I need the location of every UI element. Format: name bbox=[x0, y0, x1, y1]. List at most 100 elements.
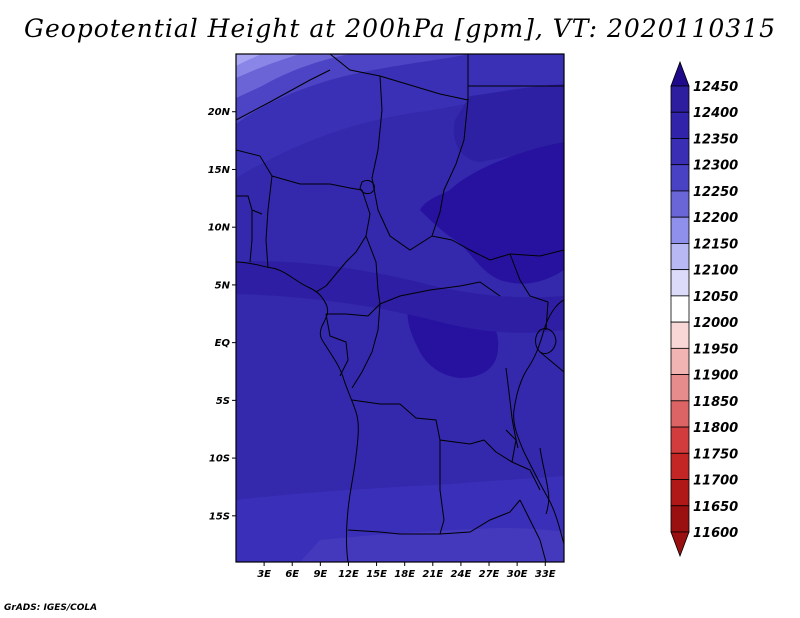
lon-tick-label: 9E bbox=[313, 569, 327, 580]
border-angola-zambia bbox=[439, 440, 445, 535]
lat-tick-label: 15S bbox=[209, 511, 230, 522]
colorbar-label: 11750 bbox=[693, 447, 738, 462]
colorbar-segment bbox=[670, 269, 690, 297]
border-algeria-niger bbox=[236, 69, 331, 121]
colorbar-label: 11650 bbox=[693, 500, 738, 515]
border-south-sudan-ethiopia bbox=[509, 253, 549, 303]
border-car-cameroon bbox=[365, 235, 381, 305]
border-car-drc bbox=[379, 281, 501, 305]
colorbar-label: 12450 bbox=[693, 80, 738, 95]
colorbar-segment bbox=[670, 374, 690, 402]
contour-band-12250 bbox=[236, 54, 470, 124]
colorbar-label: 11600 bbox=[693, 526, 738, 541]
border-nigeria-north bbox=[271, 175, 363, 191]
colorbar-segment bbox=[670, 479, 690, 507]
border-congo-drc bbox=[351, 303, 381, 389]
lat-tick-label: 10S bbox=[209, 454, 230, 465]
lat-tick-label: 5S bbox=[216, 396, 230, 407]
lon-tick-label: 12E bbox=[338, 569, 359, 580]
boundaries bbox=[236, 54, 564, 562]
lon-tick-label: 3E bbox=[257, 569, 271, 580]
border-mozambique bbox=[519, 499, 547, 562]
lon-tick-label: 15E bbox=[366, 569, 387, 580]
lon-tick-label: 18E bbox=[394, 569, 415, 580]
lon-tick-label: 33E bbox=[535, 569, 556, 580]
border-mali-niger bbox=[236, 149, 273, 177]
lon-tick-label: 30E bbox=[507, 569, 528, 580]
credit-label: GrADS: IGES/COLA bbox=[4, 603, 98, 613]
colorbar-segment bbox=[670, 505, 690, 533]
colorbar-segment bbox=[670, 85, 690, 113]
colorbar-label: 12050 bbox=[693, 290, 738, 305]
contour-band-12250-south bbox=[300, 528, 564, 562]
coastline-east-africa bbox=[513, 299, 564, 545]
border-chad-car bbox=[371, 177, 453, 251]
colorbar-segment bbox=[670, 347, 690, 375]
colorbar-label: 12150 bbox=[693, 237, 738, 252]
colorbar-segment bbox=[670, 111, 690, 139]
border-burkina-ghana bbox=[236, 195, 263, 215]
border-gabon-congo bbox=[325, 313, 349, 377]
border-tanzania-kenya bbox=[539, 351, 564, 373]
lon-tick-label: 21E bbox=[422, 569, 443, 580]
colorbar-label: 12200 bbox=[693, 211, 738, 226]
lon-tick-label: 27E bbox=[479, 569, 500, 580]
lon-tick-label: 24E bbox=[451, 569, 472, 580]
border-sudan-south-sudan bbox=[451, 239, 564, 261]
border-chad-sudan bbox=[431, 99, 469, 237]
colorbar-label: 12400 bbox=[693, 106, 738, 121]
colorbar-segment bbox=[670, 400, 690, 428]
border-drc-angola bbox=[351, 399, 485, 445]
lat-tick-label: 20N bbox=[208, 107, 231, 118]
colorbar-label: 12100 bbox=[693, 264, 738, 279]
colorbar-label: 11950 bbox=[693, 342, 738, 357]
colorbar-label: 11800 bbox=[693, 421, 738, 436]
colorbar-label: 12000 bbox=[693, 316, 738, 331]
colorbar-segment bbox=[670, 164, 690, 192]
border-niger-chad bbox=[371, 75, 383, 179]
contour-band-12100 bbox=[236, 54, 262, 66]
colorbar-label: 11850 bbox=[693, 395, 738, 410]
colorbar-label: 12250 bbox=[693, 185, 738, 200]
lat-tick-label: 15N bbox=[208, 165, 231, 176]
colorbar-segment bbox=[670, 426, 690, 454]
border-angola-namibia bbox=[347, 529, 440, 535]
colorbar-label: 12300 bbox=[693, 159, 738, 174]
border-zambia-zimbabwe bbox=[439, 499, 521, 535]
contour-band-12350-band bbox=[236, 261, 564, 333]
contour-band-12350-north bbox=[453, 84, 564, 162]
lat-tick-label: 5N bbox=[215, 280, 231, 291]
lake-victoria bbox=[535, 328, 557, 355]
contour-band-12400-east bbox=[420, 142, 564, 284]
colorbar-segment bbox=[670, 216, 690, 244]
colorbar-min-triangle bbox=[670, 531, 690, 558]
colorbar-label: 12350 bbox=[693, 132, 738, 147]
latitude-axis: 20N 15N 10N 5N EQ 5S 10S 15S bbox=[208, 107, 236, 522]
contour-band-12300 bbox=[236, 54, 564, 178]
lake-malawi bbox=[539, 447, 550, 515]
geopotential-field bbox=[236, 54, 564, 562]
colorbar-segment bbox=[670, 243, 690, 271]
border-togo-ghana bbox=[249, 210, 253, 263]
colorbar-segment bbox=[670, 321, 690, 349]
lat-tick-label: 10N bbox=[208, 223, 231, 234]
coastline-west-africa bbox=[236, 261, 359, 562]
lat-tick-label: EQ bbox=[215, 338, 231, 349]
colorbar: 12450 12400 12350 12300 12250 12200 12150 12100… bbox=[670, 60, 738, 558]
colorbar-segment bbox=[670, 452, 690, 480]
lon-tick-label: 6E bbox=[285, 569, 299, 580]
colorbar-label: 11700 bbox=[693, 474, 738, 489]
contour-band-12150 bbox=[236, 54, 300, 78]
border-zambia-malawi bbox=[511, 461, 541, 491]
colorbar-segment bbox=[670, 190, 690, 218]
map-title: Geopotential Height at 200hPa [gpm], VT:… bbox=[23, 14, 777, 43]
border-nigeria-cameroon bbox=[315, 189, 371, 293]
border-benin-nigeria bbox=[265, 175, 273, 269]
colorbar-segment bbox=[670, 295, 690, 323]
colorbar-segment bbox=[670, 138, 690, 166]
colorbar-max-triangle bbox=[670, 60, 690, 87]
border-cameroon-congo bbox=[326, 303, 381, 317]
colorbar-label: 11900 bbox=[693, 369, 738, 384]
border-uganda-kenya bbox=[545, 301, 549, 331]
